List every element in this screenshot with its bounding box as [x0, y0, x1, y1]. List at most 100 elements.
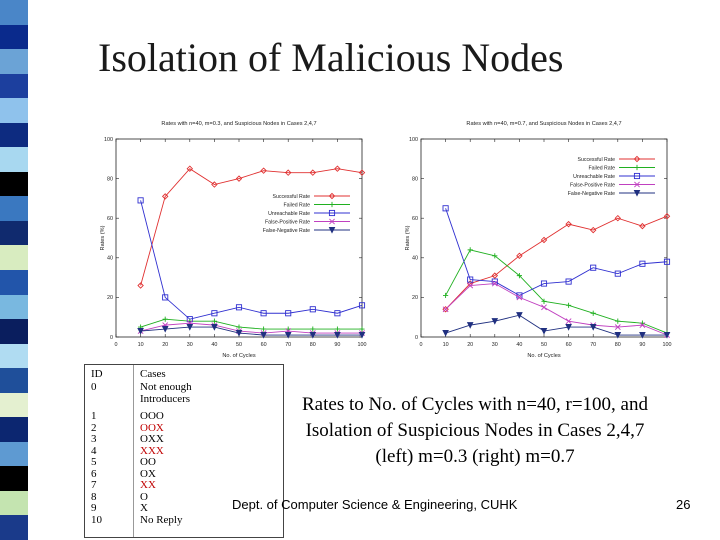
point-marker [328, 226, 336, 234]
x-axis-label: No. of Cycles [222, 353, 255, 359]
point-marker [516, 252, 523, 260]
x-tick-label: 0 [420, 342, 423, 348]
point-marker [467, 282, 474, 289]
point-marker [211, 310, 218, 317]
stripe-block [0, 392, 28, 418]
stripe-block [0, 122, 28, 148]
table-row-id: 9 [91, 502, 97, 514]
stripe-block [0, 220, 28, 246]
table-row-cases: OOX [140, 421, 164, 434]
table-row-cases: X [140, 502, 148, 514]
point-marker [540, 236, 548, 244]
stripe-block [0, 196, 28, 222]
x-tick-label: 10 [138, 342, 144, 348]
series-line [445, 314, 667, 336]
x-tick-label: 100 [663, 342, 672, 348]
point-marker [137, 197, 144, 204]
y-tick-label: 80 [107, 176, 113, 182]
x-tick-label: 70 [285, 342, 291, 348]
point-marker [442, 306, 449, 313]
point-marker [186, 316, 193, 323]
stripe-block [0, 490, 28, 516]
point-marker [633, 189, 641, 197]
x-tick-label: 30 [187, 342, 193, 348]
x-tick-label: 80 [615, 342, 621, 348]
x-tick-label: 30 [492, 342, 498, 348]
stripe-block [0, 270, 28, 296]
point-marker [633, 172, 641, 180]
table-row-id: 5 [91, 456, 97, 468]
legend-label: Successful Rate [273, 194, 311, 200]
series-line [445, 249, 668, 334]
point-marker [466, 322, 474, 329]
point-marker [540, 280, 548, 287]
table-row-cases: OXX [140, 433, 164, 445]
point-marker [236, 324, 242, 330]
table-row-id: 10 [91, 513, 102, 526]
table-row-cases: XX [140, 479, 156, 491]
point-marker [334, 165, 341, 172]
x-tick-label: 60 [566, 342, 572, 348]
point-marker [634, 181, 640, 188]
series-4 [137, 324, 366, 339]
table-header-cases: Cases [140, 368, 166, 380]
point-marker [516, 312, 523, 319]
legend-label: Failed Rate [588, 165, 615, 171]
x-tick-label: 90 [639, 342, 645, 348]
point-marker [260, 167, 267, 174]
point-marker [565, 318, 572, 325]
legend-label: False-Positive Rate [570, 182, 615, 188]
point-marker [211, 324, 218, 331]
series-4 [442, 312, 671, 339]
y-tick-label: 40 [107, 256, 113, 262]
point-marker [309, 331, 317, 339]
legend-label: False-Positive Rate [265, 219, 310, 225]
x-tick-label: 50 [541, 342, 547, 348]
table-row-cases: OO [140, 456, 156, 468]
point-marker [614, 324, 621, 331]
series-line [140, 322, 362, 334]
point-marker [261, 326, 267, 332]
point-marker [235, 329, 243, 337]
x-tick-label: 100 [358, 342, 367, 348]
table-divider [133, 365, 134, 537]
table-row-id: 1 [91, 410, 97, 422]
point-marker [633, 155, 641, 163]
point-marker [211, 181, 218, 188]
point-marker [235, 304, 243, 311]
x-tick-label: 20 [467, 342, 473, 348]
point-marker [334, 326, 340, 332]
stripe-block [0, 98, 28, 124]
point-marker [358, 302, 366, 309]
point-marker [565, 324, 572, 331]
series-line [445, 283, 668, 336]
x-tick-label: 40 [516, 342, 522, 348]
point-marker [491, 280, 498, 287]
x-tick-label: 10 [443, 342, 449, 348]
series-3 [442, 280, 670, 338]
series-line [445, 208, 668, 296]
series-line [140, 200, 363, 320]
series-line [140, 326, 362, 336]
point-marker [334, 310, 341, 317]
point-marker [541, 298, 547, 304]
table-row-id: 4 [91, 444, 97, 457]
series-0 [442, 212, 671, 313]
stripe-block [0, 171, 28, 197]
point-marker [329, 201, 335, 208]
caption-line-3: (left) m=0.3 (right) m=0.7 [375, 446, 575, 467]
point-marker [442, 306, 449, 313]
y-axis-label: Rates (%) [405, 225, 411, 250]
chart-title: Rates with n=40, m=0.3, and Suspicious N… [161, 121, 316, 127]
point-marker [639, 222, 646, 230]
point-marker [491, 272, 499, 279]
point-marker [589, 226, 597, 234]
point-marker [541, 304, 547, 311]
slide-title: Isolation of Malicious Nodes [98, 35, 564, 80]
table-row-cases: O [140, 490, 148, 503]
series-0 [137, 165, 366, 289]
caption-line-1: Rates to No. of Cycles with n=40, r=100,… [302, 394, 648, 415]
point-marker [443, 292, 449, 299]
stripe-block [0, 441, 28, 467]
y-tick-label: 80 [412, 176, 418, 182]
